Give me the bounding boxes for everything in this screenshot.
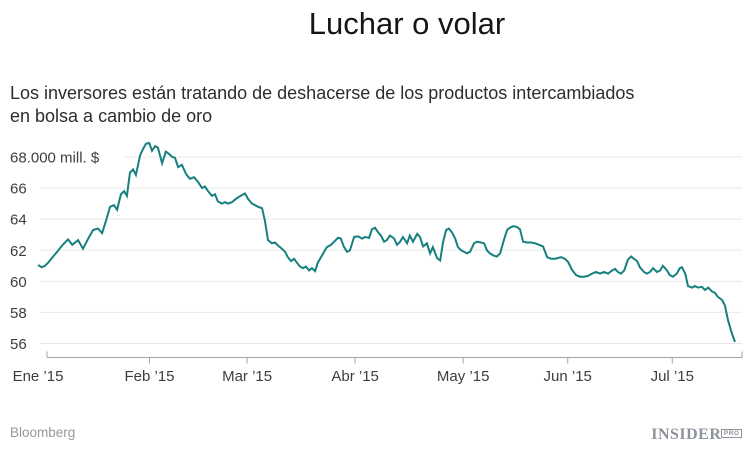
x-axis-label: Mar ’15 <box>222 368 272 385</box>
brand-pro-badge: PRO <box>721 429 742 438</box>
x-axis-label: May ’15 <box>437 368 490 385</box>
x-axis-label: Abr ’15 <box>331 368 379 385</box>
chart-subtitle-line2: en bolsa a cambio de oro <box>10 106 213 126</box>
chart-subtitle-line1: Los inversores están tratando de deshace… <box>10 83 635 103</box>
chart-subtitle: Los inversores están tratando de deshace… <box>10 82 670 128</box>
x-axis-label: Feb ’15 <box>124 368 174 385</box>
y-axis-label: 64 <box>10 212 27 229</box>
y-axis-label: 60 <box>10 274 27 291</box>
chart-title: Luchar o volar <box>308 6 506 41</box>
source-credit: Bloomberg <box>10 425 76 440</box>
x-axis-label: Jun ’15 <box>544 368 592 385</box>
x-axis-label: Ene ’15 <box>13 368 64 385</box>
insider-pro-logo: INSIDER PRO <box>651 426 742 444</box>
y-axis-label: 68.000 mill. $ <box>10 150 100 167</box>
x-axis-label: Jul ’15 <box>651 368 694 385</box>
y-axis-label: 58 <box>10 305 27 322</box>
y-axis-label: 66 <box>10 181 27 198</box>
data-line-series <box>37 141 736 343</box>
brand-name: INSIDER <box>651 426 722 443</box>
y-axis-label: 56 <box>10 336 27 353</box>
y-axis-label: 62 <box>10 243 27 260</box>
